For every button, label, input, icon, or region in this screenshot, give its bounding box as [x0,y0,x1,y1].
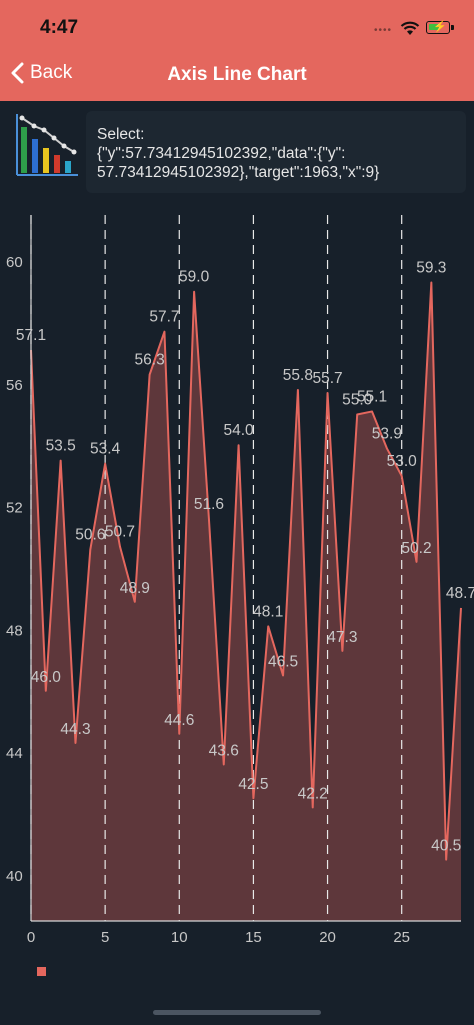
data-label: 53.5 [46,438,76,455]
battery-icon: ⚡ [426,21,454,34]
wifi-icon [400,21,420,35]
data-label: 55.1 [357,388,387,405]
data-label: 57.7 [149,309,179,326]
data-label: 59.3 [416,260,446,277]
data-label: 55.0 [342,392,373,409]
x-tick-label-15: 15 [245,929,262,946]
y-tick-label-56: 56 [6,377,23,394]
data-label: 48.9 [120,580,150,597]
selection-panel: Select: {"y":57.73412945102392,"data":{"y… [86,111,466,193]
data-label: 50.7 [105,524,135,541]
data-label: 48.1 [253,603,283,620]
signal-dots-icon: •••• [374,25,393,36]
x-tick-label-25: 25 [393,929,410,946]
data-label: 42.2 [298,785,328,802]
data-label: 57.1 [16,327,46,344]
data-label: 42.5 [238,776,268,793]
data-label: 50.6 [75,527,105,544]
data-label: 46.5 [268,653,298,670]
x-tick-label-20: 20 [319,929,336,946]
y-tick-label-60: 60 [6,254,23,271]
series-line [30,281,462,861]
y-tick-label-52: 52 [6,500,23,517]
data-label: 53.9 [372,425,402,442]
data-label: 53.0 [387,453,418,470]
data-label: 43.6 [209,742,239,759]
x-tick-label-10: 10 [171,929,188,946]
data-label: 44.6 [164,712,194,729]
data-label: 48.7 [446,585,474,602]
back-label: Back [30,62,73,83]
back-button[interactable]: Back [10,62,72,84]
chevron-left-icon [11,62,24,84]
data-label: 55.7 [312,370,342,387]
data-label: 40.5 [431,838,461,855]
data-label: 46.0 [31,669,62,686]
data-label: 55.8 [283,367,313,384]
navigation-bar: 4:47 •••• ⚡ Back Axis Line Chart [0,0,474,101]
data-label: 53.4 [90,441,121,458]
x-tick-label-0: 0 [27,929,35,946]
data-label: 50.2 [401,540,431,557]
x-tick-label-5: 5 [101,929,109,946]
selection-text: Select: {"y":57.73412945102392,"data":{"y… [97,126,380,181]
data-label: 47.3 [327,629,357,646]
page-title: Axis Line Chart [167,64,307,85]
y-tick-label-48: 48 [6,622,23,639]
y-tick-label-40: 40 [6,868,23,885]
data-label: 54.0 [224,422,255,439]
area-fill [31,282,461,922]
legend-swatch [37,967,46,976]
status-time: 4:47 [40,17,79,38]
line-chart[interactable]: 40 44 48 52 56 60 0 5 10 15 20 25 57.1 46.0 53.5 44.3 50… [0,200,474,960]
data-label: 44.3 [60,721,90,738]
data-label: 59.0 [179,269,210,286]
data-label: 56.3 [135,352,165,369]
chart-thumbnail-icon [16,114,78,176]
home-indicator[interactable] [153,1010,321,1015]
data-label: 51.6 [194,496,224,513]
y-tick-label-44: 44 [6,745,23,762]
